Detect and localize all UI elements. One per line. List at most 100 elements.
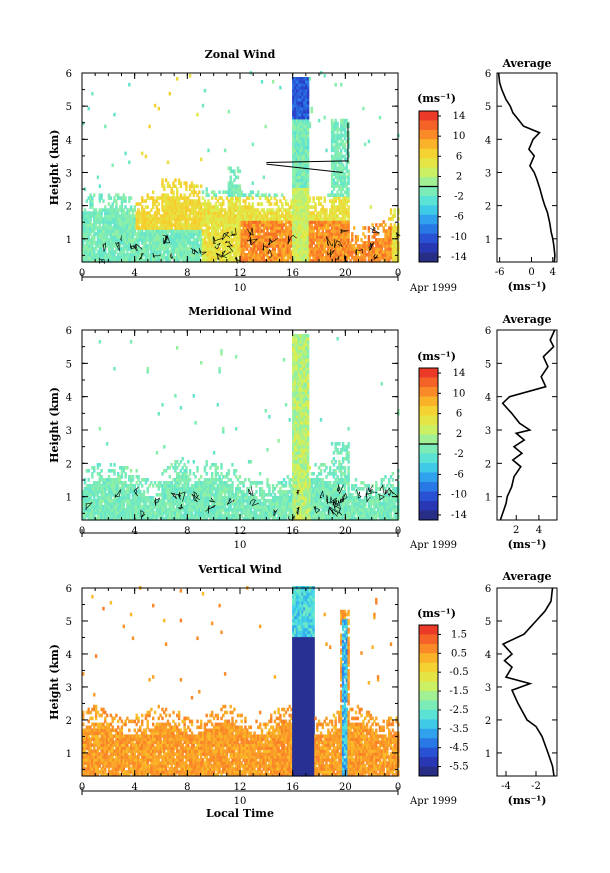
heatmap-cell — [131, 499, 135, 503]
heatmap-cell — [341, 181, 345, 185]
heatmap-cell — [128, 223, 131, 227]
heatmap-cell — [268, 232, 271, 236]
heatmap-cell — [157, 505, 160, 509]
heatmap-cell — [347, 256, 350, 260]
heatmap-cell — [382, 259, 385, 263]
heatmap-cell — [141, 214, 144, 218]
heatmap-cell — [295, 109, 299, 114]
heatmap-cell — [388, 241, 391, 245]
heatmap-cell — [247, 193, 251, 197]
heatmap-cell — [371, 247, 374, 251]
heatmap-cell — [168, 217, 171, 221]
heatmap-cell — [190, 241, 194, 245]
heatmap-cell — [124, 235, 127, 239]
heatmap-cell — [314, 214, 317, 218]
heatmap-cell — [190, 205, 194, 209]
heatmap-cell — [144, 508, 148, 512]
heatmap-cell — [187, 208, 190, 212]
heatmap-cell — [330, 145, 334, 150]
heatmap-cell — [323, 208, 326, 212]
heatmap-cell — [170, 238, 173, 242]
heatmap-cell — [338, 223, 341, 227]
heatmap-cell — [336, 139, 339, 144]
heatmap-cell — [181, 472, 184, 476]
heatmap-cell — [181, 508, 184, 512]
heatmap-cell — [194, 517, 197, 521]
heatmap-cell — [168, 481, 171, 485]
heatmap-cell — [277, 253, 280, 257]
heatmap-cell — [196, 223, 199, 227]
heatmap-cell — [310, 211, 313, 215]
heatmap-cell — [198, 202, 201, 206]
heatmap-cell — [211, 241, 214, 245]
heatmap-cell — [231, 223, 234, 227]
heatmap-cell — [384, 238, 387, 242]
heatmap-cell — [122, 232, 125, 236]
heatmap-cell — [268, 217, 271, 221]
heatmap-cell — [340, 205, 343, 209]
heatmap-cell — [146, 247, 149, 251]
heatmap-cell — [236, 250, 240, 254]
heatmap-cell — [188, 211, 192, 215]
heatmap-cell — [345, 247, 348, 251]
heatmap-cell — [176, 187, 179, 191]
heatmap-cell — [317, 247, 321, 251]
heatmap-cell — [266, 223, 269, 227]
heatmap-cell — [153, 241, 157, 245]
heatmap-cell — [187, 505, 190, 509]
heatmap-cell — [329, 244, 332, 248]
heatmap-cell — [146, 508, 149, 512]
heatmap-cell — [188, 511, 192, 515]
heatmap-cell — [275, 235, 278, 239]
heatmap-cell — [150, 247, 153, 251]
heatmap-cell — [201, 244, 205, 248]
heatmap-cell — [214, 496, 218, 500]
heatmap-cell — [343, 247, 347, 251]
heatmap-cell — [251, 205, 254, 209]
heatmap-cell — [194, 511, 197, 515]
heatmap-cell — [155, 247, 159, 251]
heatmap-cell — [177, 511, 181, 515]
heatmap-cell — [200, 202, 203, 206]
heatmap-cell — [244, 232, 247, 236]
heatmap-cell — [295, 211, 299, 215]
heatmap-cell — [82, 256, 85, 260]
heatmap-cell — [82, 241, 85, 245]
heatmap-cell — [282, 253, 286, 257]
heatmap-cell — [168, 199, 171, 203]
heatmap-cell — [301, 82, 304, 87]
heatmap-cell — [153, 517, 157, 521]
heatmap-cell — [297, 202, 301, 206]
heatmap-cell — [177, 217, 181, 221]
heatmap-cell — [343, 121, 347, 126]
heatmap-cell — [310, 259, 313, 263]
heatmap-cell — [305, 148, 308, 153]
heatmap-cell — [303, 100, 306, 105]
heatmap-cell — [111, 163, 114, 168]
heatmap-cell — [183, 499, 186, 503]
heatmap-cell — [376, 253, 380, 257]
heatmap-cell — [152, 259, 155, 263]
heatmap-cell — [85, 250, 89, 254]
profile-y-tick-label: 3 — [485, 168, 491, 179]
heatmap-cell — [231, 184, 234, 188]
heatmap-cell — [118, 505, 122, 509]
heatmap-cell — [181, 493, 184, 497]
heatmap-cell — [91, 229, 94, 233]
heatmap-cell — [200, 505, 203, 509]
heatmap-cell — [94, 208, 98, 212]
heatmap-cell — [190, 184, 194, 188]
heatmap-cell — [201, 241, 205, 245]
heatmap-cell — [240, 211, 243, 215]
heatmap-cell — [212, 208, 216, 212]
heatmap-cell — [177, 229, 181, 233]
heatmap-cell — [308, 214, 312, 218]
heatmap-cell — [214, 502, 218, 506]
heatmap-cell — [96, 496, 100, 500]
heatmap-cell — [107, 508, 111, 512]
heatmap-cell — [157, 208, 160, 212]
heatmap-cell — [185, 250, 188, 254]
heatmap-cell — [281, 241, 284, 245]
heatmap-cell — [198, 514, 201, 518]
heatmap-cell — [391, 226, 395, 230]
